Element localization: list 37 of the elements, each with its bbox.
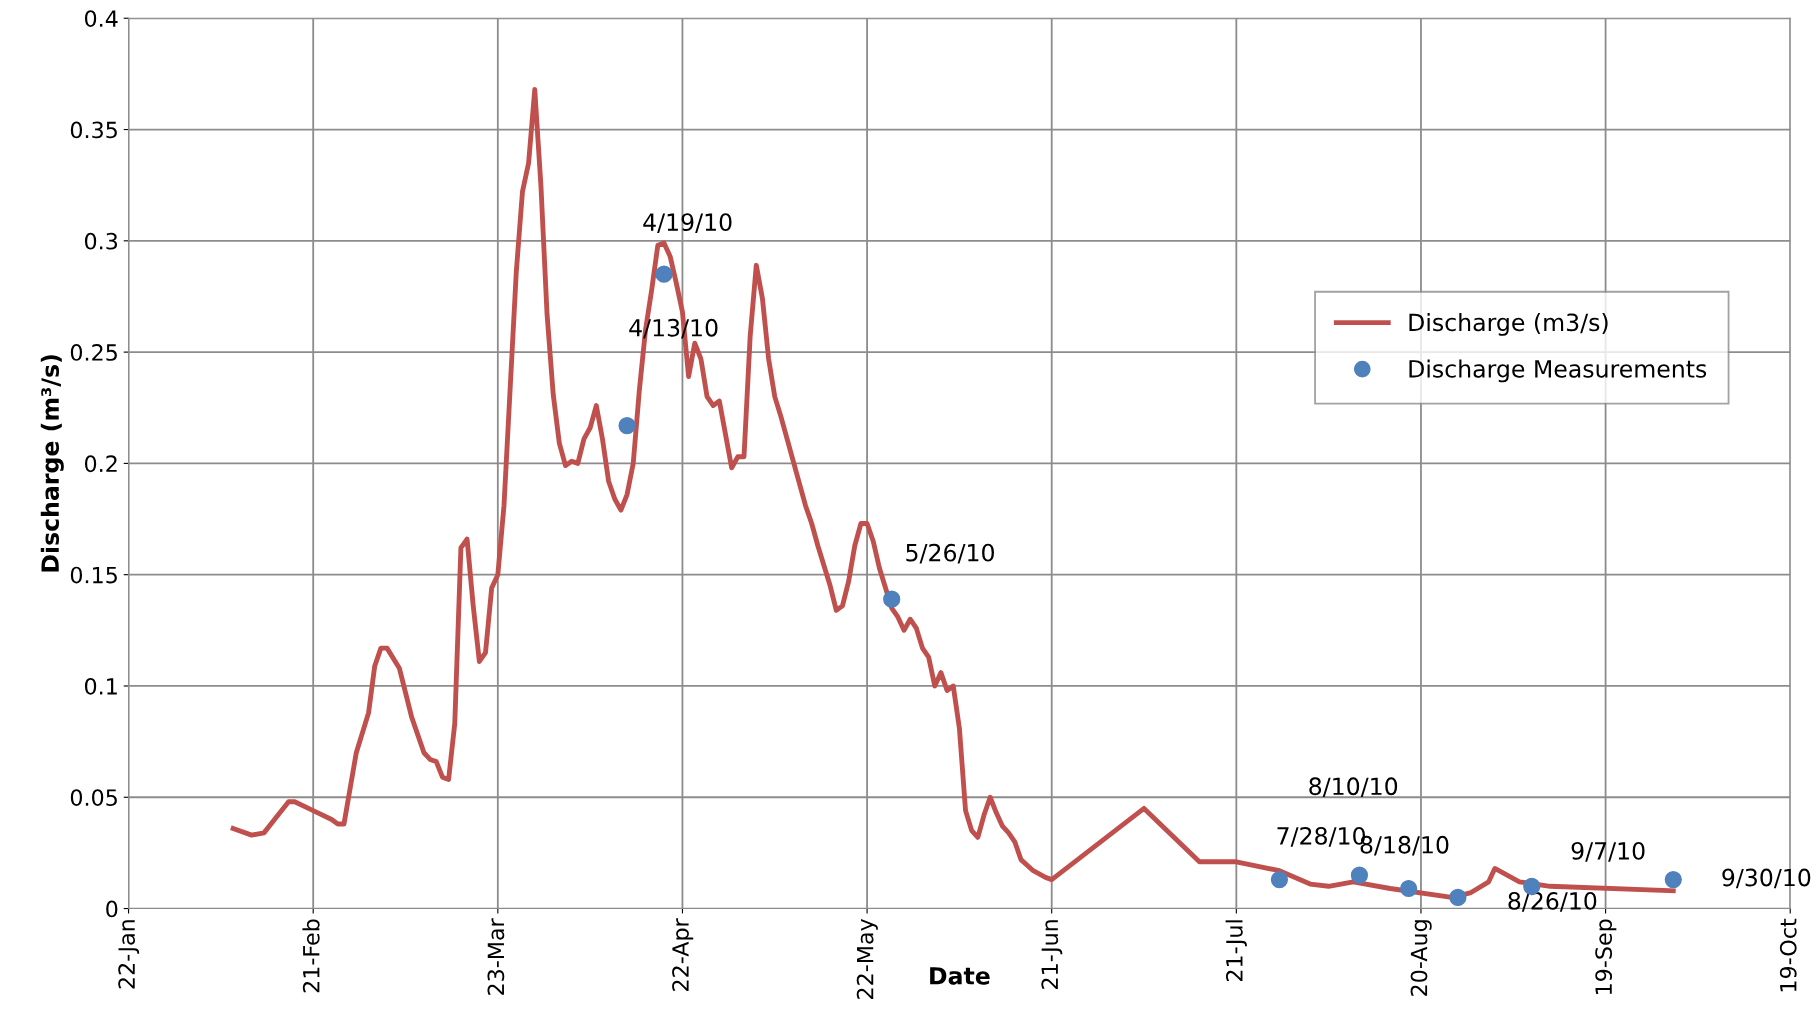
point [1400, 879, 1418, 898]
legend-label: Discharge (m3/s) [1409, 313, 1608, 336]
annotation: 9/30/10 [1722, 868, 1811, 889]
x-tick-label: 22-May [856, 918, 878, 999]
x-tick-label: 22-Apr [672, 918, 694, 991]
point [1350, 866, 1369, 884]
y-tick-label: 0.2 [84, 455, 117, 473]
legend-label: Discharge Measurements [1409, 359, 1707, 383]
y-tick-label: 0 [106, 900, 118, 918]
annotation: 8/26/10 [1508, 891, 1597, 912]
point [883, 590, 901, 608]
y-tick-label: 0.15 [70, 566, 117, 584]
x-tick-label: 19-Oct [1779, 918, 1797, 992]
y-tick-label: 0.05 [70, 789, 117, 807]
x-tick-label: 21-Jun [1041, 920, 1063, 989]
x-tick-label: 19-Sep [1595, 919, 1617, 995]
y-tick-label: 0.1 [84, 677, 117, 695]
x-tick-label: 23-Mar [487, 918, 505, 995]
point [1270, 870, 1289, 889]
y-tick-label: 0.35 [70, 121, 117, 139]
y-tick-label: 0.25 [70, 344, 117, 361]
y-axis-title: Discharge (m³/s) [40, 355, 64, 572]
y-tick-label: 0.4 [84, 10, 118, 28]
annotation: 9/7/10 [1571, 841, 1645, 862]
x-tick-label: 20-Aug [1410, 920, 1432, 996]
point [1449, 888, 1467, 907]
point [618, 416, 636, 435]
x-tick-label: 22-Jan [118, 920, 140, 989]
annotation: 4/19/10 [643, 213, 732, 233]
y-tick-label: 0.3 [84, 232, 118, 250]
x-axis-title: Date [930, 967, 990, 985]
point [655, 265, 673, 283]
annotation: 8/10/10 [1309, 777, 1398, 798]
point [1664, 870, 1682, 889]
x-tick-label: 21-Feb [302, 919, 320, 993]
x-tick-label: 21-Jul [1225, 920, 1247, 981]
annotation: 5/26/10 [906, 543, 994, 564]
